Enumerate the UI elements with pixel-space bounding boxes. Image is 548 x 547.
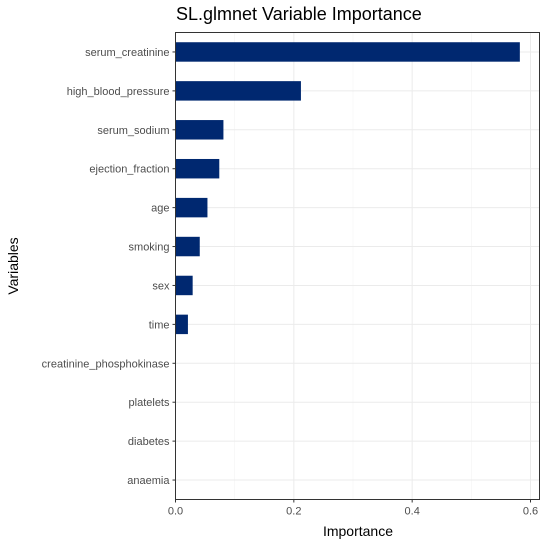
y-tick-label: diabetes <box>128 436 170 448</box>
y-axis: serum_creatinine high_blood_pressureserum… <box>42 47 176 487</box>
y-tick-label: time <box>149 319 170 331</box>
y-tick-label: creatinine_phosphokinase <box>42 358 170 370</box>
y-tick-label: platelets <box>129 397 170 409</box>
chart-title: SL.glmnet Variable Importance <box>176 4 422 24</box>
y-tick-label: sex <box>152 280 170 292</box>
y-tick-label: high_blood_pressure <box>67 86 170 98</box>
bar <box>175 81 301 101</box>
x-tick-label: 0.2 <box>286 506 301 518</box>
bar <box>175 314 188 335</box>
y-tick-label: serum_creatinine <box>85 47 169 59</box>
x-axis-title: Importance <box>323 523 393 539</box>
bar <box>175 42 520 62</box>
bar <box>175 158 220 179</box>
y-tick-label: age <box>151 203 169 215</box>
x-axis: 0.0 0.2 0.4 0.6 <box>168 499 538 518</box>
x-tick-label: 0.0 <box>168 506 183 518</box>
y-axis-title: Variables <box>5 237 21 294</box>
y-tick-label: ejection_fraction <box>89 164 169 176</box>
bar <box>175 236 200 257</box>
bars <box>175 42 520 335</box>
bar <box>175 275 193 296</box>
bar <box>175 120 224 140</box>
x-tick-label: 0.4 <box>405 506 420 518</box>
x-tick-label: 0.6 <box>523 506 538 518</box>
bar <box>175 197 208 218</box>
panel-border <box>175 32 540 500</box>
y-tick-label: anaemia <box>127 475 170 487</box>
y-tick-label: smoking <box>129 242 170 254</box>
grid <box>175 32 540 500</box>
y-tick-label: serum_sodium <box>97 125 169 137</box>
